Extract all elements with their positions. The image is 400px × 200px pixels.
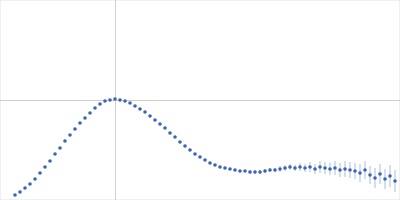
data-point <box>303 166 307 170</box>
data-point <box>228 167 232 171</box>
data-point <box>108 98 112 102</box>
data-point <box>73 127 77 131</box>
data-point <box>213 163 217 167</box>
data-point <box>378 172 382 176</box>
data-point <box>103 99 107 103</box>
data-point <box>333 166 337 170</box>
data-point <box>373 176 377 180</box>
data-point <box>218 165 222 169</box>
data-point <box>123 99 127 103</box>
data-point <box>348 168 352 172</box>
data-point <box>203 158 207 162</box>
data-point <box>198 155 202 159</box>
data-point <box>273 168 277 172</box>
data-point <box>353 169 357 173</box>
data-point <box>43 165 47 169</box>
data-point <box>153 118 157 122</box>
data-point <box>208 161 212 165</box>
data-point <box>318 165 322 169</box>
data-point <box>28 182 32 186</box>
data-point <box>358 171 362 175</box>
data-point <box>293 166 297 170</box>
data-point <box>288 165 292 169</box>
data-point <box>68 133 72 137</box>
data-point <box>328 167 332 171</box>
data-point <box>143 110 147 114</box>
data-point <box>248 170 252 174</box>
data-point <box>283 166 287 170</box>
data-point <box>363 168 367 172</box>
data-point <box>93 106 97 110</box>
data-point <box>263 169 267 173</box>
data-point <box>18 190 22 194</box>
data-point <box>163 126 167 130</box>
data-point <box>313 167 317 171</box>
data-point <box>118 98 122 102</box>
data-point <box>343 167 347 171</box>
plot-frame <box>1 1 400 200</box>
data-point <box>48 159 52 163</box>
data-point <box>63 139 67 143</box>
data-point <box>58 146 62 150</box>
data-point <box>323 166 327 170</box>
data-point <box>253 170 257 174</box>
data-point <box>223 166 227 170</box>
data-point <box>298 165 302 169</box>
data-point <box>233 168 237 172</box>
data-point <box>258 170 262 174</box>
data-point <box>188 148 192 152</box>
data-point <box>148 114 152 118</box>
data-point <box>128 101 132 105</box>
data-point <box>388 174 392 178</box>
data-point <box>173 135 177 139</box>
data-point <box>133 104 137 108</box>
data-point <box>193 152 197 156</box>
data-point <box>383 177 387 181</box>
data-point <box>138 107 142 111</box>
data-point <box>113 97 117 101</box>
data-point <box>393 179 397 183</box>
data-point <box>178 140 182 144</box>
data-point <box>78 121 82 125</box>
data-point <box>268 168 272 172</box>
data-point <box>168 131 172 135</box>
data-point <box>33 177 37 181</box>
data-point <box>53 152 57 156</box>
data-point <box>368 173 372 177</box>
grid-line <box>0 100 400 101</box>
data-point <box>338 168 342 172</box>
data-point <box>183 144 187 148</box>
data-point <box>243 169 247 173</box>
data-point <box>88 111 92 115</box>
data-point <box>98 102 102 106</box>
data-point <box>308 165 312 169</box>
data-group <box>13 97 397 197</box>
data-point <box>238 169 242 173</box>
data-point <box>23 186 27 190</box>
data-point <box>158 122 162 126</box>
data-point <box>83 116 87 120</box>
chart <box>0 0 400 200</box>
data-point <box>278 167 282 171</box>
data-point <box>13 193 17 197</box>
data-point <box>38 171 42 175</box>
